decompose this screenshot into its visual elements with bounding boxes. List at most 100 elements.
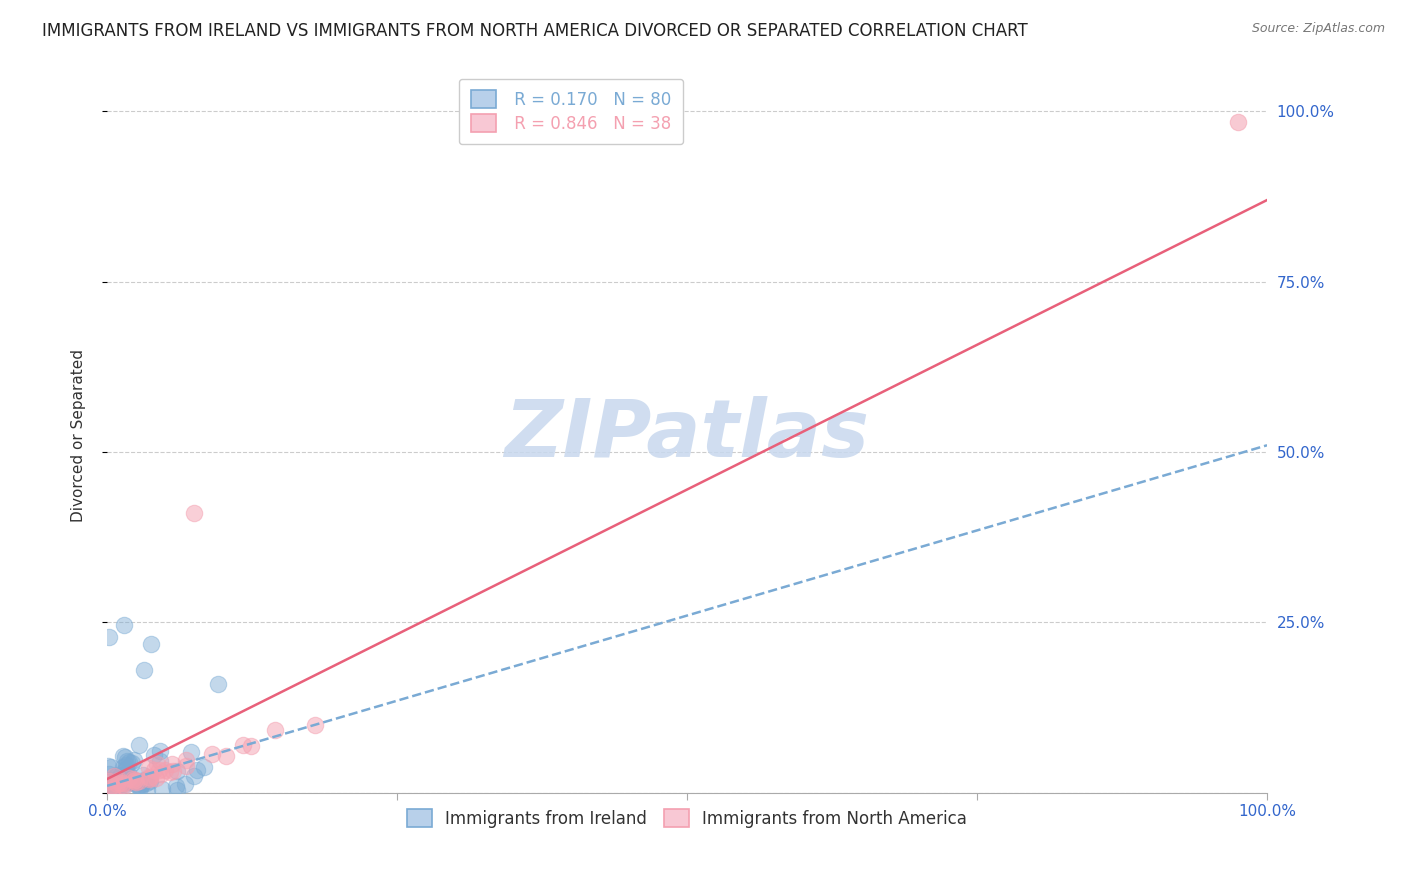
Point — [122, 774, 145, 789]
Point — [103, 779, 125, 793]
Point — [108, 774, 131, 789]
Legend: Immigrants from Ireland, Immigrants from North America: Immigrants from Ireland, Immigrants from… — [401, 803, 974, 834]
Point — [111, 760, 134, 774]
Point — [134, 663, 156, 677]
Text: Source: ZipAtlas.com: Source: ZipAtlas.com — [1251, 22, 1385, 36]
Point — [114, 775, 136, 789]
Point — [107, 771, 129, 785]
Point — [149, 754, 172, 768]
Point — [112, 779, 135, 793]
Point — [125, 777, 148, 791]
Point — [183, 769, 205, 783]
Text: IMMIGRANTS FROM IRELAND VS IMMIGRANTS FROM NORTH AMERICA DIVORCED OR SEPARATED C: IMMIGRANTS FROM IRELAND VS IMMIGRANTS FR… — [42, 22, 1028, 40]
Point — [101, 785, 124, 799]
Point — [138, 772, 160, 787]
Point — [143, 763, 166, 777]
Point — [104, 781, 127, 796]
Point — [183, 507, 205, 521]
Point — [136, 783, 159, 797]
Point — [110, 777, 132, 791]
Point — [105, 777, 128, 791]
Point — [98, 784, 121, 798]
Point — [121, 772, 143, 786]
Point — [100, 783, 122, 797]
Point — [111, 776, 134, 790]
Point — [107, 773, 129, 788]
Point — [114, 764, 136, 778]
Point — [1227, 114, 1250, 128]
Point — [100, 778, 122, 792]
Point — [159, 765, 181, 780]
Point — [207, 677, 229, 691]
Point — [166, 783, 188, 797]
Point — [149, 744, 172, 758]
Point — [111, 778, 134, 792]
Point — [117, 775, 139, 789]
Point — [215, 748, 238, 763]
Point — [135, 773, 157, 788]
Point — [174, 758, 197, 772]
Point — [97, 773, 120, 788]
Point — [103, 781, 125, 796]
Point — [118, 756, 141, 770]
Point — [104, 774, 127, 789]
Point — [173, 777, 195, 791]
Point — [114, 757, 136, 772]
Point — [100, 760, 122, 774]
Point — [118, 771, 141, 785]
Point — [112, 749, 135, 764]
Point — [125, 775, 148, 789]
Point — [107, 768, 129, 782]
Point — [193, 760, 215, 774]
Point — [98, 780, 121, 794]
Point — [149, 766, 172, 780]
Point — [132, 772, 155, 787]
Point — [108, 772, 131, 787]
Point — [139, 771, 162, 785]
Point — [97, 772, 120, 787]
Point — [143, 747, 166, 762]
Point — [96, 783, 118, 797]
Point — [180, 745, 202, 759]
Point — [98, 630, 121, 644]
Point — [129, 780, 152, 795]
Point — [148, 763, 170, 777]
Point — [124, 772, 146, 787]
Point — [129, 779, 152, 793]
Point — [139, 637, 162, 651]
Point — [176, 753, 198, 767]
Point — [111, 772, 134, 786]
Point — [122, 754, 145, 768]
Point — [166, 764, 188, 779]
Point — [115, 770, 138, 784]
Point — [112, 618, 135, 632]
Point — [131, 777, 153, 791]
Point — [304, 717, 326, 731]
Point — [127, 779, 149, 793]
Point — [107, 780, 129, 794]
Point — [124, 773, 146, 788]
Point — [103, 769, 125, 783]
Point — [138, 774, 160, 789]
Point — [128, 773, 150, 788]
Point — [132, 768, 155, 782]
Point — [110, 767, 132, 781]
Point — [110, 779, 132, 793]
Point — [117, 767, 139, 781]
Point — [162, 764, 184, 778]
Point — [108, 776, 131, 790]
Point — [115, 754, 138, 768]
Text: ZIPatlas: ZIPatlas — [505, 396, 869, 474]
Y-axis label: Divorced or Separated: Divorced or Separated — [72, 349, 86, 522]
Point — [120, 771, 142, 785]
Point — [150, 781, 173, 796]
Point — [135, 775, 157, 789]
Point — [145, 757, 167, 772]
Point — [105, 779, 128, 793]
Point — [240, 739, 263, 753]
Point — [97, 759, 120, 773]
Point — [114, 750, 136, 764]
Point — [105, 782, 128, 797]
Point — [98, 767, 121, 781]
Point — [115, 775, 138, 789]
